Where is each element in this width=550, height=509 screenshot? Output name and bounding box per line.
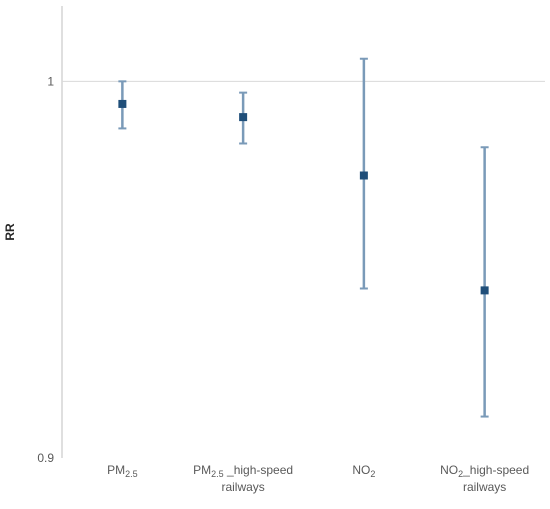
category-label-subscript: 2 xyxy=(370,469,375,479)
category-label-line2: railways xyxy=(221,480,264,494)
category-label: NO2_high-speed xyxy=(440,463,529,479)
y-tick-labels: 0.91 xyxy=(37,74,54,465)
points xyxy=(118,99,489,295)
y-tick-label: 1 xyxy=(47,74,54,88)
axes xyxy=(61,6,545,458)
point-marker xyxy=(118,99,127,108)
category-label-base: NO xyxy=(440,463,458,477)
category-label-suffix: _high-speed xyxy=(462,463,529,477)
y-axis-title: RR xyxy=(3,223,17,241)
error-bars xyxy=(118,57,489,418)
category-label-base: PM xyxy=(107,463,125,477)
category-label: PM2.5 _high-speed xyxy=(193,463,293,479)
point-marker xyxy=(480,286,489,295)
category-label-suffix: _high-speed xyxy=(224,463,293,477)
category-label-subscript: 2 xyxy=(458,469,463,479)
point-marker xyxy=(359,171,368,180)
category-label: NO2 xyxy=(352,463,375,479)
point-marker xyxy=(239,113,248,122)
category-label-line2: railways xyxy=(463,480,506,494)
y-tick-label: 0.9 xyxy=(37,451,54,465)
category-label-base: PM xyxy=(193,463,211,477)
category-label-subscript: 2.5 xyxy=(125,469,138,479)
category-label: PM2.5 xyxy=(107,463,138,479)
category-label-subscript: 2.5 xyxy=(211,469,224,479)
category-label-base: NO xyxy=(352,463,370,477)
